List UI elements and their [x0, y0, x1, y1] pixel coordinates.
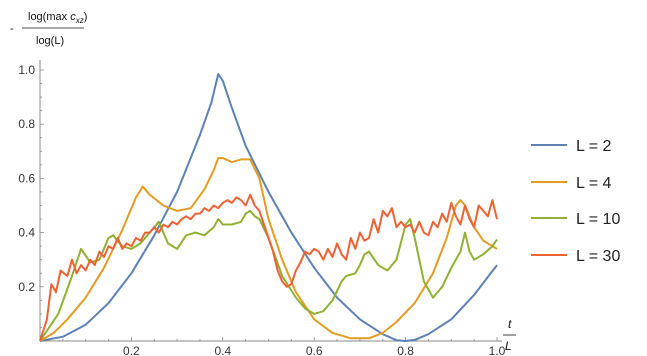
y-tick-label: 0.2 [18, 280, 35, 294]
series-line-1 [40, 74, 497, 341]
x-tick-label: 1.0 [489, 344, 506, 356]
y-tick-label: 0.4 [18, 226, 35, 240]
y-axis-label: - log(max cxz) log(L) [10, 11, 87, 47]
legend-label-1: L = 2 [576, 138, 612, 155]
axes: 0.2 0.4 0.6 0.8 1.0 0.2 0.4 0.6 0.8 1.0 [18, 60, 505, 356]
series-group [40, 74, 497, 341]
x-tick-label: 0.8 [397, 344, 414, 356]
y-label-prefix: - [10, 23, 14, 35]
x-label-numerator: t [508, 317, 512, 331]
y-label-numerator: log(max cxz) [28, 11, 87, 25]
legend: L = 2 L = 4 L = 10 L = 30 [531, 138, 620, 265]
x-tick-label: 0.6 [306, 344, 323, 356]
y-tick-label: 0.8 [18, 117, 35, 131]
x-label-denominator: L [505, 339, 512, 353]
x-tick-label: 0.2 [123, 344, 140, 356]
y-tick-label: 0.6 [18, 171, 35, 185]
legend-label-3: L = 10 [576, 211, 620, 228]
legend-label-2: L = 4 [576, 175, 612, 192]
legend-label-4: L = 30 [576, 248, 620, 265]
x-tick-label: 0.4 [214, 344, 231, 356]
y-tick-label: 1.0 [18, 63, 35, 77]
y-label-denominator: log(L) [36, 35, 64, 47]
series-line-3 [40, 211, 497, 341]
series-line-2 [40, 158, 497, 341]
